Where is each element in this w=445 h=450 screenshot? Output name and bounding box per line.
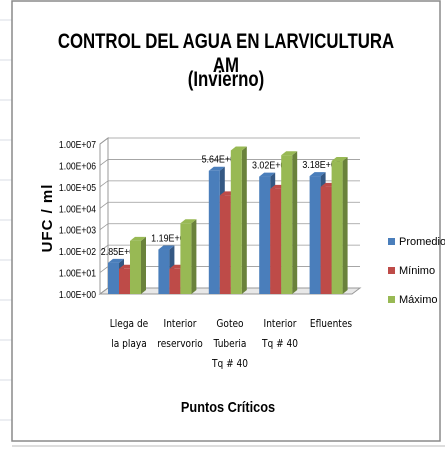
bar-side — [241, 146, 247, 294]
bar — [259, 176, 271, 294]
bar-side — [141, 236, 146, 294]
bar-top — [130, 236, 146, 241]
bar — [309, 176, 321, 294]
chart-subtitle: (Invierno) — [187, 68, 265, 91]
bar — [130, 240, 141, 294]
bar-top — [208, 166, 225, 171]
x-tick-label: Interior reservorio — [156, 317, 203, 350]
data-label: 3.02E+05 — [252, 160, 290, 172]
bar-side — [292, 151, 298, 294]
data-label: 5.64E+05 — [202, 154, 240, 166]
bar-side — [191, 219, 197, 294]
legend-label: Promedio — [399, 236, 445, 248]
y-tick-label: 1.00E+07 — [59, 139, 96, 151]
bar-top — [230, 146, 247, 151]
y-tick-label: 1.00E+01 — [59, 268, 96, 280]
data-label: 2.85E+01 — [101, 246, 139, 258]
bar — [119, 268, 130, 294]
legend-swatch — [388, 238, 395, 245]
x-tick-label: Efluentes — [309, 317, 352, 330]
x-tick-label: Interior Tq # 40 — [262, 317, 299, 350]
data-label: 1.19E+02 — [151, 233, 189, 245]
legend-swatch — [388, 267, 395, 274]
y-tick-label: 1.00E+00 — [59, 289, 96, 301]
bar-top — [259, 172, 276, 177]
bar-top — [108, 258, 124, 263]
bar — [320, 186, 332, 294]
bar — [281, 155, 293, 294]
bar-top — [158, 245, 175, 250]
y-tick-label: 1.00E+04 — [59, 204, 97, 216]
bar-top — [281, 151, 298, 156]
bar — [158, 249, 170, 294]
data-label: 3.18E+05 — [302, 159, 340, 171]
legend-label: Máximo — [399, 294, 438, 306]
bar — [219, 195, 231, 294]
x-tick-label: Goteo Tuberia Tq # 40 — [211, 317, 249, 370]
y-tick-label: 1.00E+02 — [59, 246, 96, 258]
bar-side — [342, 157, 348, 294]
y-tick-label: 1.00E+05 — [59, 182, 96, 194]
grid-line — [99, 159, 360, 166]
bar — [169, 268, 181, 294]
grid-line — [99, 180, 360, 188]
y-tick-label: 1.00E+06 — [59, 161, 96, 173]
y-tick-label: 1.00E+03 — [59, 225, 96, 237]
bar-top — [309, 172, 326, 177]
chart-title: CONTROL DEL AGUA EN LARVICULTURA AM — [57, 30, 395, 77]
grid-line — [99, 137, 360, 145]
bar — [108, 262, 119, 294]
x-tick-label: Llega de la playa — [109, 317, 149, 350]
bar — [331, 161, 343, 294]
bar — [270, 188, 282, 294]
bar — [180, 223, 192, 294]
x-axis-label: Puntos Críticos — [181, 398, 275, 415]
back-wall — [99, 137, 109, 295]
bar — [230, 150, 242, 294]
bar-top — [331, 157, 348, 162]
legend-label: Mínimo — [399, 265, 435, 277]
sheet-grid — [0, 19, 12, 421]
plot-area: 1.00E+00 1.00E+01 1.00E+02 1.00E+03 1.00E+04… — [59, 137, 445, 306]
y-axis-label: UFC / ml — [39, 184, 56, 253]
bar — [208, 170, 220, 294]
bar-top — [180, 219, 197, 224]
legend-swatch — [388, 296, 395, 303]
